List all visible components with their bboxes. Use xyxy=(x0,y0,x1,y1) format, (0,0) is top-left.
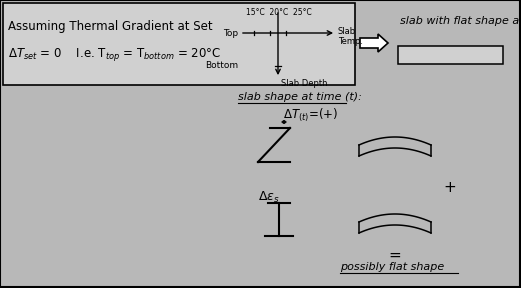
Text: $\Delta T_{set}$ = 0    I.e. T$_{top}$ = T$_{bottom}$ = 20°C: $\Delta T_{set}$ = 0 I.e. T$_{top}$ = T$… xyxy=(8,46,221,63)
Text: Top: Top xyxy=(223,29,238,37)
Bar xyxy=(398,46,503,64)
Text: slab with flat shape at set: slab with flat shape at set xyxy=(400,16,521,26)
Text: Slab
Temp.: Slab Temp. xyxy=(338,27,363,46)
Text: $\Delta\varepsilon_{s}$: $\Delta\varepsilon_{s}$ xyxy=(258,190,280,205)
Text: Assuming Thermal Gradient at Set: Assuming Thermal Gradient at Set xyxy=(8,20,213,33)
Text: slab shape at time (t):: slab shape at time (t): xyxy=(238,92,362,102)
Text: =: = xyxy=(389,247,401,262)
FancyArrow shape xyxy=(360,34,388,52)
Bar xyxy=(3,3,355,85)
Text: +: + xyxy=(443,181,456,196)
Text: $\Delta T_{(t)}$=(+): $\Delta T_{(t)}$=(+) xyxy=(283,107,338,124)
Text: Bottom: Bottom xyxy=(205,62,238,71)
Text: Slab Depth: Slab Depth xyxy=(281,79,328,88)
Text: possibly flat shape: possibly flat shape xyxy=(340,262,444,272)
Text: 15°C  20°C  25°C: 15°C 20°C 25°C xyxy=(246,8,312,17)
